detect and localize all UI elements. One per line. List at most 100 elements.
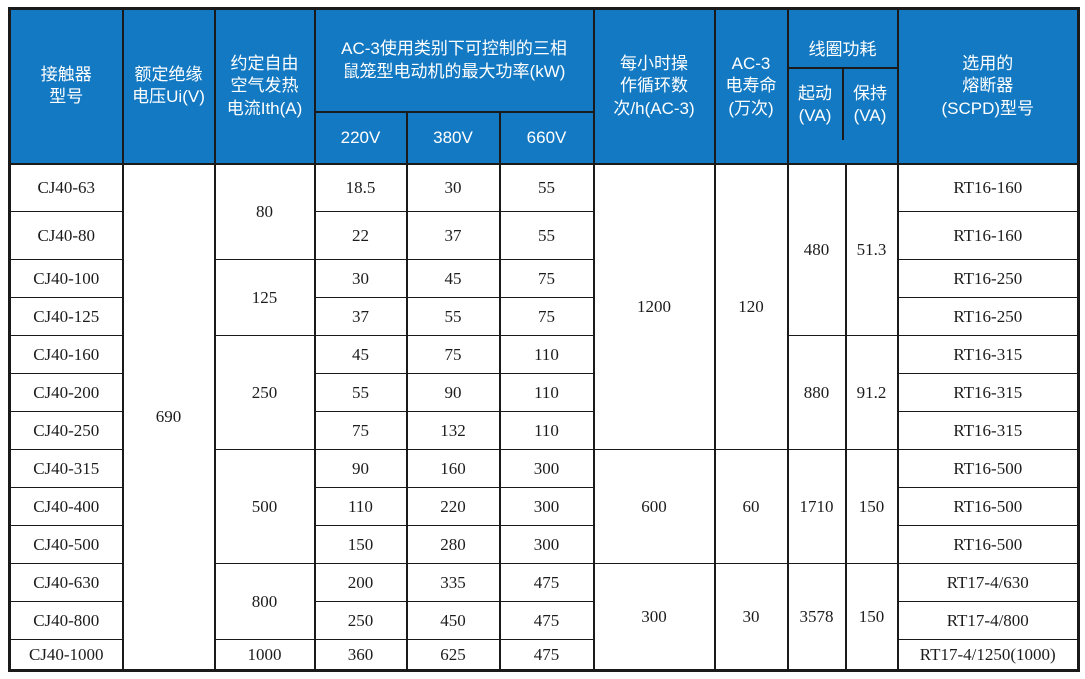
cell-p220: 250 xyxy=(313,601,408,641)
table-row: CJ40-125 37 55 75 RT16-250 xyxy=(8,297,1080,337)
cell-p220: 75 xyxy=(313,411,408,451)
cell-coil-start: 3578 xyxy=(786,563,847,672)
cell-p660: 75 xyxy=(498,259,595,299)
cell-model: CJ40-800 xyxy=(8,601,124,641)
cell-p660: 475 xyxy=(498,563,595,603)
cell-p380: 132 xyxy=(405,411,501,451)
header-row-2: 220V 380V 660V xyxy=(10,111,1079,165)
cell-p220: 22 xyxy=(313,211,408,261)
cell-p380: 280 xyxy=(405,525,501,565)
cell-p380: 55 xyxy=(405,297,501,337)
cell-p220: 55 xyxy=(313,373,408,413)
cell-p220: 110 xyxy=(313,487,408,527)
cell-model: CJ40-125 xyxy=(8,297,124,337)
cell-p380: 30 xyxy=(405,163,501,213)
cell-p660: 300 xyxy=(498,487,595,527)
table-row: CJ40-400 110 220 300 RT16-500 xyxy=(8,487,1080,527)
cell-fuse: RT16-315 xyxy=(896,373,1080,413)
cell-model: CJ40-200 xyxy=(8,373,124,413)
cell-p380: 220 xyxy=(405,487,501,527)
cell-life: 30 xyxy=(713,563,789,672)
cell-fuse: RT17-4/800 xyxy=(896,601,1080,641)
header-rated-insulation-voltage: 额定绝缘 电压Ui(V) xyxy=(121,7,216,165)
table-row: CJ40-200 55 90 110 RT16-315 xyxy=(8,373,1080,413)
cell-p380: 45 xyxy=(405,259,501,299)
cell-coil-hold: 91.2 xyxy=(844,335,899,451)
cell-p380: 335 xyxy=(405,563,501,603)
cell-p660: 475 xyxy=(498,639,595,672)
table-header: 接触器 型号 额定绝缘 电压Ui(V) 约定自由 空气发热 电流Ith(A) A… xyxy=(8,7,1080,165)
header-coil-start: 起动 (VA) xyxy=(790,69,844,141)
table-row: CJ40-63 690 80 18.5 30 55 1200 120 480 5… xyxy=(8,163,1080,672)
cell-ith: 500 xyxy=(213,449,316,565)
cell-p660: 55 xyxy=(498,163,595,213)
coil-power-subheaders: 起动 (VA) 保持 (VA) xyxy=(790,69,896,141)
cell-p380: 450 xyxy=(405,601,501,641)
cell-p660: 55 xyxy=(498,211,595,261)
cell-p660: 110 xyxy=(498,373,595,413)
header-max-power-group: AC-3使用类别下可控制的三相 鼠笼型电动机的最大功率(kW) xyxy=(313,7,595,114)
cell-model: CJ40-80 xyxy=(8,211,124,261)
cell-p380: 37 xyxy=(405,211,501,261)
header-electrical-life: AC-3 电寿命 (万次) xyxy=(713,7,789,165)
cell-p380: 90 xyxy=(405,373,501,413)
cell-p220: 45 xyxy=(313,335,408,375)
cell-model: CJ40-400 xyxy=(8,487,124,527)
cell-cycles: 300 xyxy=(592,563,716,672)
table-row: CJ40-250 75 132 110 RT16-315 xyxy=(8,411,1080,451)
cell-p660: 75 xyxy=(498,297,595,337)
cell-p220: 18.5 xyxy=(313,163,408,213)
cell-p220: 360 xyxy=(313,639,408,672)
cell-model: CJ40-315 xyxy=(8,449,124,489)
cell-fuse: RT16-315 xyxy=(896,411,1080,451)
cell-fuse: RT16-500 xyxy=(896,449,1080,489)
header-contactor-model: 接触器 型号 xyxy=(8,7,124,165)
table-row: CJ40-100 125 30 45 75 RT16-250 xyxy=(8,259,1080,337)
header-380v: 380V xyxy=(405,111,501,165)
cell-fuse: RT16-250 xyxy=(896,297,1080,337)
header-fuse-model: 选用的 熔断器 (SCPD)型号 xyxy=(896,7,1080,165)
cell-p660: 475 xyxy=(498,601,595,641)
coil-power-header: 线圈功耗 起动 (VA) 保持 (VA) xyxy=(789,32,896,141)
table-row: CJ40-500 150 280 300 RT16-500 xyxy=(8,525,1080,565)
cell-ith: 80 xyxy=(213,163,316,261)
cell-p380: 160 xyxy=(405,449,501,489)
cell-coil-start: 1710 xyxy=(786,449,847,565)
cell-p220: 30 xyxy=(313,259,408,299)
cell-coil-hold: 150 xyxy=(844,563,899,672)
cell-p660: 110 xyxy=(498,335,595,375)
cell-ith: 250 xyxy=(213,335,316,451)
cell-ith: 800 xyxy=(213,563,316,641)
cell-cycles: 600 xyxy=(592,449,716,565)
cell-cycles: 1200 xyxy=(592,163,716,451)
table-row: CJ40-80 22 37 55 RT16-160 xyxy=(8,211,1080,261)
cell-model: CJ40-100 xyxy=(8,259,124,299)
cell-p660: 110 xyxy=(498,411,595,451)
contactor-spec-table: 接触器 型号 额定绝缘 电压Ui(V) 约定自由 空气发热 电流Ith(A) A… xyxy=(8,7,1081,673)
cell-ith: 1000 xyxy=(213,639,316,672)
header-coil-hold: 保持 (VA) xyxy=(853,83,888,125)
header-220v: 220V xyxy=(313,111,408,165)
cell-model: CJ40-250 xyxy=(8,411,124,451)
cell-fuse: RT17-4/1250(1000) xyxy=(896,639,1080,672)
cell-p660: 300 xyxy=(498,449,595,489)
cell-fuse: RT16-500 xyxy=(896,525,1080,565)
cell-fuse: RT16-250 xyxy=(896,259,1080,299)
cell-p220: 200 xyxy=(313,563,408,603)
cell-fuse: RT16-500 xyxy=(896,487,1080,527)
header-thermal-current: 约定自由 空气发热 电流Ith(A) xyxy=(213,7,316,165)
cell-life: 120 xyxy=(713,163,789,451)
cell-coil-hold: 150 xyxy=(844,449,899,565)
cell-model: CJ40-500 xyxy=(8,525,124,565)
cell-p220: 37 xyxy=(313,297,408,337)
header-coil-power-group: 线圈功耗 起动 (VA) 保持 (VA) xyxy=(786,7,899,165)
header-cycles-per-hour: 每小时操 作循环数 次/h(AC-3) xyxy=(592,7,716,165)
cell-model: CJ40-160 xyxy=(8,335,124,375)
header-660v: 660V xyxy=(498,111,595,165)
table-row: CJ40-315 500 90 160 300 600 60 1710 150 … xyxy=(8,449,1080,565)
cell-p380: 625 xyxy=(405,639,501,672)
cell-p380: 75 xyxy=(405,335,501,375)
cell-life: 60 xyxy=(713,449,789,565)
cell-coil-hold: 51.3 xyxy=(844,163,899,337)
cell-voltage: 690 xyxy=(121,163,216,672)
